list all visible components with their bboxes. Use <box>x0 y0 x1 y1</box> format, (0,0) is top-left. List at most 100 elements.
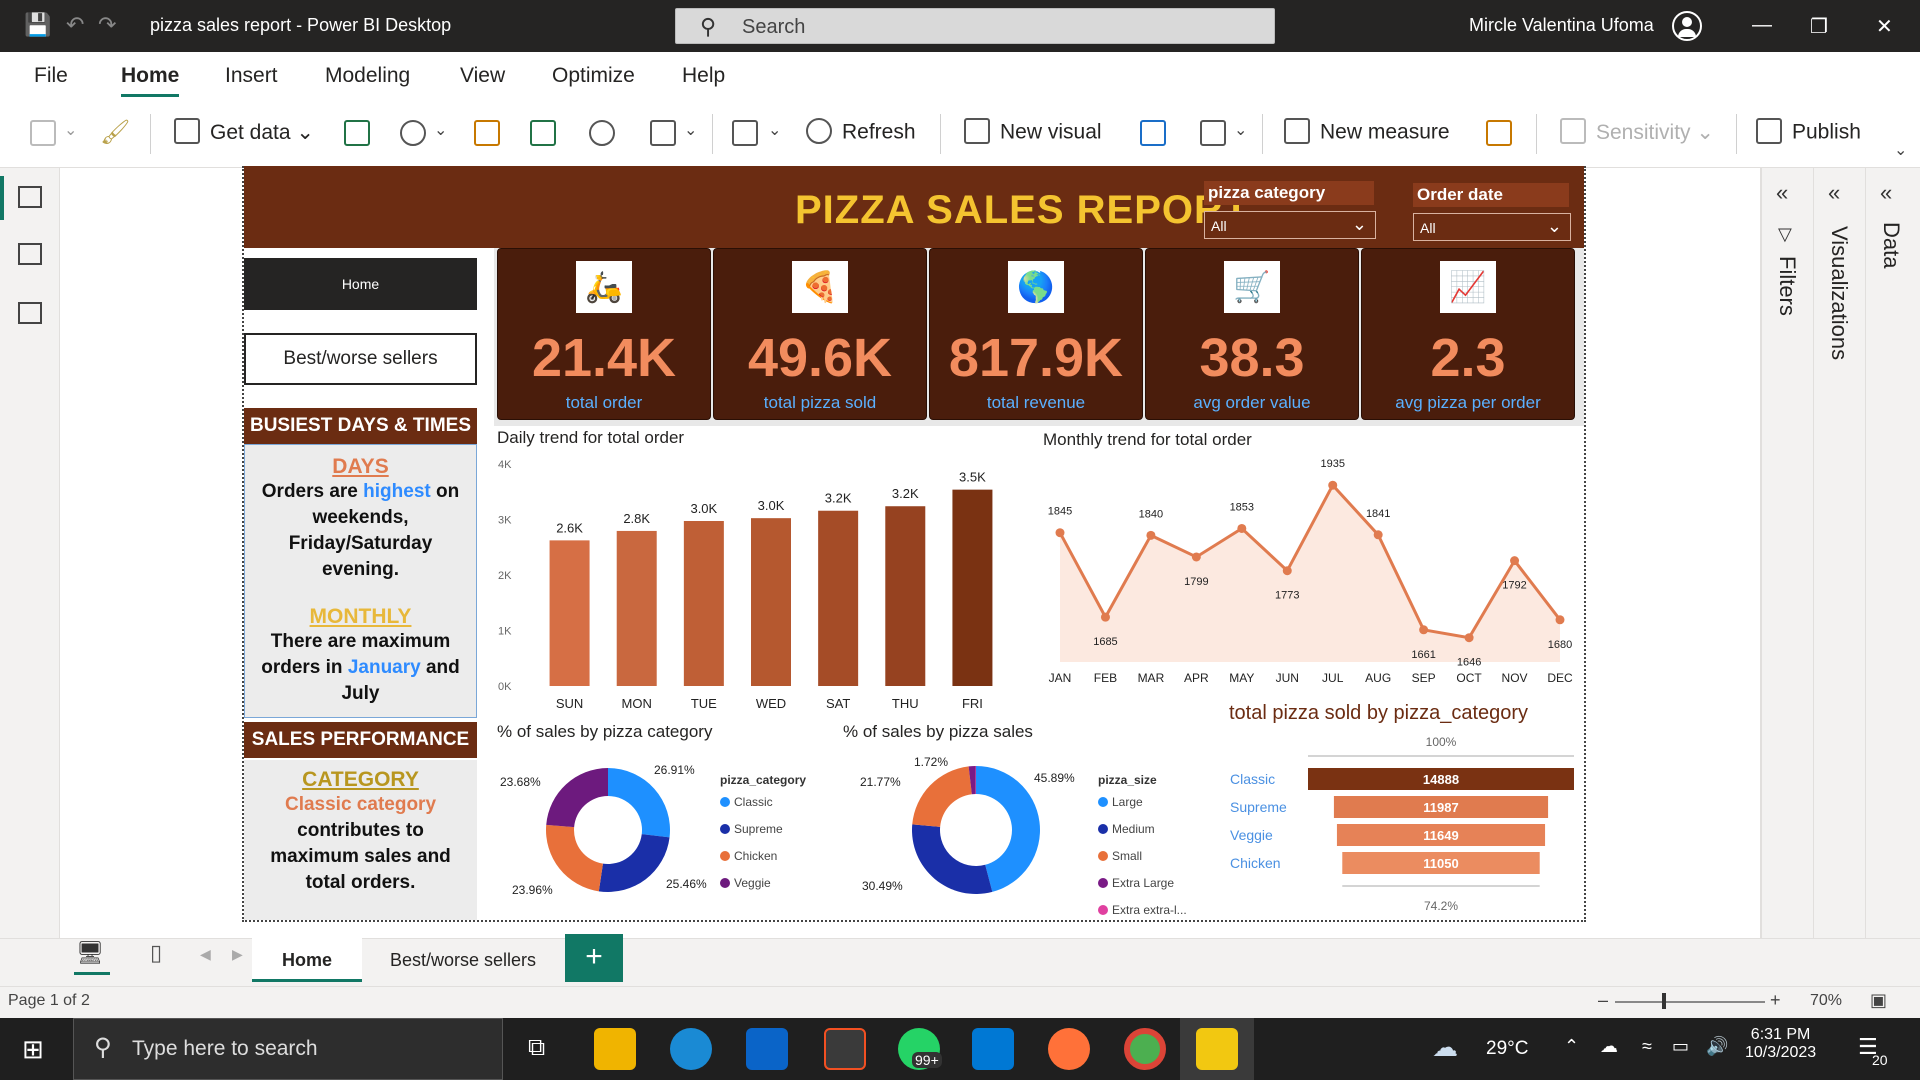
kpi-card-avg-pizza-per-order[interactable]: 📈 2.3 avg pizza per order <box>1361 248 1575 420</box>
sensitivity-button[interactable]: Sensitivity ⌄ <box>1560 118 1714 146</box>
sql-server-icon[interactable] <box>474 120 500 146</box>
add-page-button[interactable]: + <box>565 934 623 982</box>
chevron-down-icon[interactable]: ⌄ <box>434 122 448 139</box>
quick-measure-icon[interactable] <box>1486 120 1512 146</box>
dataverse-icon[interactable] <box>589 120 615 146</box>
power-bi-icon[interactable] <box>1196 1028 1238 1070</box>
edge-icon[interactable] <box>670 1028 712 1070</box>
category-donut-chart[interactable]: 26.91% 25.46% 23.96% 23.68% pizza_category Cl… <box>494 744 834 924</box>
chevron-down-icon[interactable]: ⌄ <box>1234 122 1248 139</box>
chevron-down-icon[interactable]: ⌄ <box>64 122 78 139</box>
enter-data-icon[interactable] <box>530 120 556 146</box>
store-icon[interactable] <box>824 1028 866 1070</box>
redo-icon[interactable]: ↷ <box>98 12 117 37</box>
menu-file[interactable]: File <box>34 64 68 87</box>
slicer-category-dropdown[interactable]: All ⌄ <box>1204 211 1376 239</box>
menu-modeling[interactable]: Modeling <box>325 64 411 87</box>
daily-trend-bar-chart[interactable]: 0K 1K 2K 3K 4K 2.6K SUN 2.8K MON 3.0K TUE 3.0K WED 3.… <box>494 452 1014 712</box>
size-donut-chart[interactable]: 45.89% 30.49% 21.77% 1.72% pizza_size Large Me… <box>840 744 1210 924</box>
battery-icon[interactable]: ▭ <box>1672 1036 1690 1056</box>
notifications-icon[interactable]: ☰ <box>1858 1034 1878 1059</box>
excel-icon[interactable] <box>344 120 370 146</box>
nav-home-button[interactable]: Home <box>244 258 477 310</box>
minimize-icon[interactable]: — <box>1752 14 1772 36</box>
data-label[interactable]: Data <box>1879 222 1904 269</box>
new-visual-button[interactable]: New visual <box>964 118 1102 146</box>
data-pane[interactable]: « Data <box>1865 168 1915 938</box>
ribbon-collapse-icon[interactable]: ⌄ <box>1894 142 1908 159</box>
refresh-button[interactable]: Refresh <box>806 118 916 146</box>
windows-start-icon[interactable]: ⊞ <box>22 1034 44 1064</box>
expand-icon[interactable]: « <box>1776 180 1789 205</box>
format-painter-icon[interactable]: 🖌 <box>100 119 131 146</box>
wifi-icon[interactable]: ≈ <box>1642 1036 1652 1056</box>
chevron-down-icon[interactable]: ⌄ <box>768 122 782 139</box>
search-input[interactable]: ⚲ Search <box>675 8 1275 44</box>
publish-button[interactable]: Publish <box>1756 118 1861 146</box>
more-visuals-icon[interactable] <box>1200 120 1226 146</box>
menu-optimize[interactable]: Optimize <box>552 64 635 87</box>
monthly-trend-area-chart[interactable]: 1845 JAN 1685 FEB 1840 MAR 1799 APR 1853 MAY 1773 J… <box>1040 452 1580 692</box>
file-explorer-icon[interactable] <box>594 1028 636 1070</box>
zoom-slider-handle[interactable] <box>1662 993 1666 1009</box>
pizza-sold-bar-chart[interactable]: 100% 14888 Classic 11987 Supreme 11649 Veggie 1… <box>1220 728 1580 918</box>
scroll-right-icon[interactable]: ▶ <box>232 946 243 962</box>
kpi-card-avg-order-value[interactable]: 🛒 38.3 avg order value <box>1145 248 1359 420</box>
chevron-down-icon[interactable]: ⌄ <box>684 122 698 139</box>
mail-icon[interactable] <box>746 1028 788 1070</box>
network-icon[interactable]: ☁ <box>1600 1036 1618 1056</box>
page-tab-best-sellers[interactable]: Best/worse sellers <box>389 950 537 970</box>
menu-home[interactable]: Home <box>121 64 180 87</box>
menu-insert[interactable]: Insert <box>225 64 278 87</box>
zoom-in-icon[interactable]: + <box>1770 990 1781 1010</box>
transform-data-icon[interactable] <box>732 120 758 146</box>
model-view-icon[interactable] <box>18 302 42 324</box>
user-name[interactable]: Mircle Valentina Ufoma <box>1469 15 1654 35</box>
report-view-icon[interactable] <box>18 186 42 208</box>
slicer-date-dropdown[interactable]: All ⌄ <box>1413 213 1571 241</box>
volume-icon[interactable]: 🔊 <box>1706 1036 1729 1056</box>
firefox-icon[interactable] <box>1048 1028 1090 1070</box>
text-box-icon[interactable] <box>1140 120 1166 146</box>
task-view-icon[interactable]: ⧉ <box>528 1034 546 1061</box>
clock[interactable]: 6:31 PM 10/3/2023 <box>1745 1026 1816 1062</box>
recent-sources-icon[interactable] <box>650 120 676 146</box>
save-icon[interactable]: 💾 <box>24 12 52 37</box>
filters-pane[interactable]: « ▽ Filters <box>1761 168 1811 938</box>
scroll-left-icon[interactable]: ◀ <box>200 946 211 962</box>
temperature[interactable]: 29°C <box>1486 1038 1529 1059</box>
zoom-slider[interactable] <box>1615 1001 1765 1003</box>
mobile-layout-icon[interactable]: ▯ <box>150 940 163 965</box>
weather-cloud-icon[interactable]: ☁ <box>1432 1032 1458 1062</box>
new-measure-button[interactable]: New measure <box>1284 118 1450 146</box>
get-data-button[interactable]: Get data ⌄ <box>174 118 314 146</box>
expand-icon[interactable]: « <box>1880 180 1893 205</box>
menu-help[interactable]: Help <box>682 64 726 87</box>
kpi-card-total-revenue[interactable]: 🌎 817.9K total revenue <box>929 248 1143 420</box>
page-tab-home[interactable]: Home <box>252 938 362 982</box>
visualizations-label[interactable]: Visualizations <box>1827 226 1852 361</box>
kpi-card-total-order[interactable]: 🛵 21.4K total order <box>497 248 711 420</box>
zoom-out-icon[interactable]: – <box>1598 990 1609 1010</box>
chevron-up-icon[interactable]: ⌃ <box>1564 1036 1580 1056</box>
visualizations-pane[interactable]: « Visualizations <box>1813 168 1863 938</box>
undo-icon[interactable]: ↶ <box>66 12 85 37</box>
expand-icon[interactable]: « <box>1828 180 1841 205</box>
menu-view[interactable]: View <box>460 64 506 87</box>
restore-icon[interactable]: ❐ <box>1810 16 1828 38</box>
onelake-icon[interactable] <box>400 120 426 146</box>
nav-best-sellers-button[interactable]: Best/worse sellers <box>244 333 477 385</box>
kpi-card-total-pizza-sold[interactable]: 🍕 49.6K total pizza sold <box>713 248 927 420</box>
table-view-icon[interactable] <box>18 243 42 265</box>
slicer-date-value: All <box>1420 220 1436 236</box>
filters-label[interactable]: Filters <box>1775 256 1800 316</box>
taskbar-search-input[interactable]: ⚲ Type here to search <box>73 1018 503 1080</box>
chrome-icon[interactable] <box>1124 1028 1166 1070</box>
zoom-level[interactable]: 70% <box>1810 992 1843 1009</box>
close-icon[interactable]: ✕ <box>1876 16 1893 38</box>
fit-to-page-icon[interactable]: ▣ <box>1870 990 1888 1010</box>
user-avatar-icon[interactable] <box>1672 11 1702 41</box>
vscode-icon[interactable] <box>972 1028 1014 1070</box>
desktop-layout-icon[interactable]: 🖥 <box>76 940 104 965</box>
paste-icon[interactable] <box>30 120 56 146</box>
